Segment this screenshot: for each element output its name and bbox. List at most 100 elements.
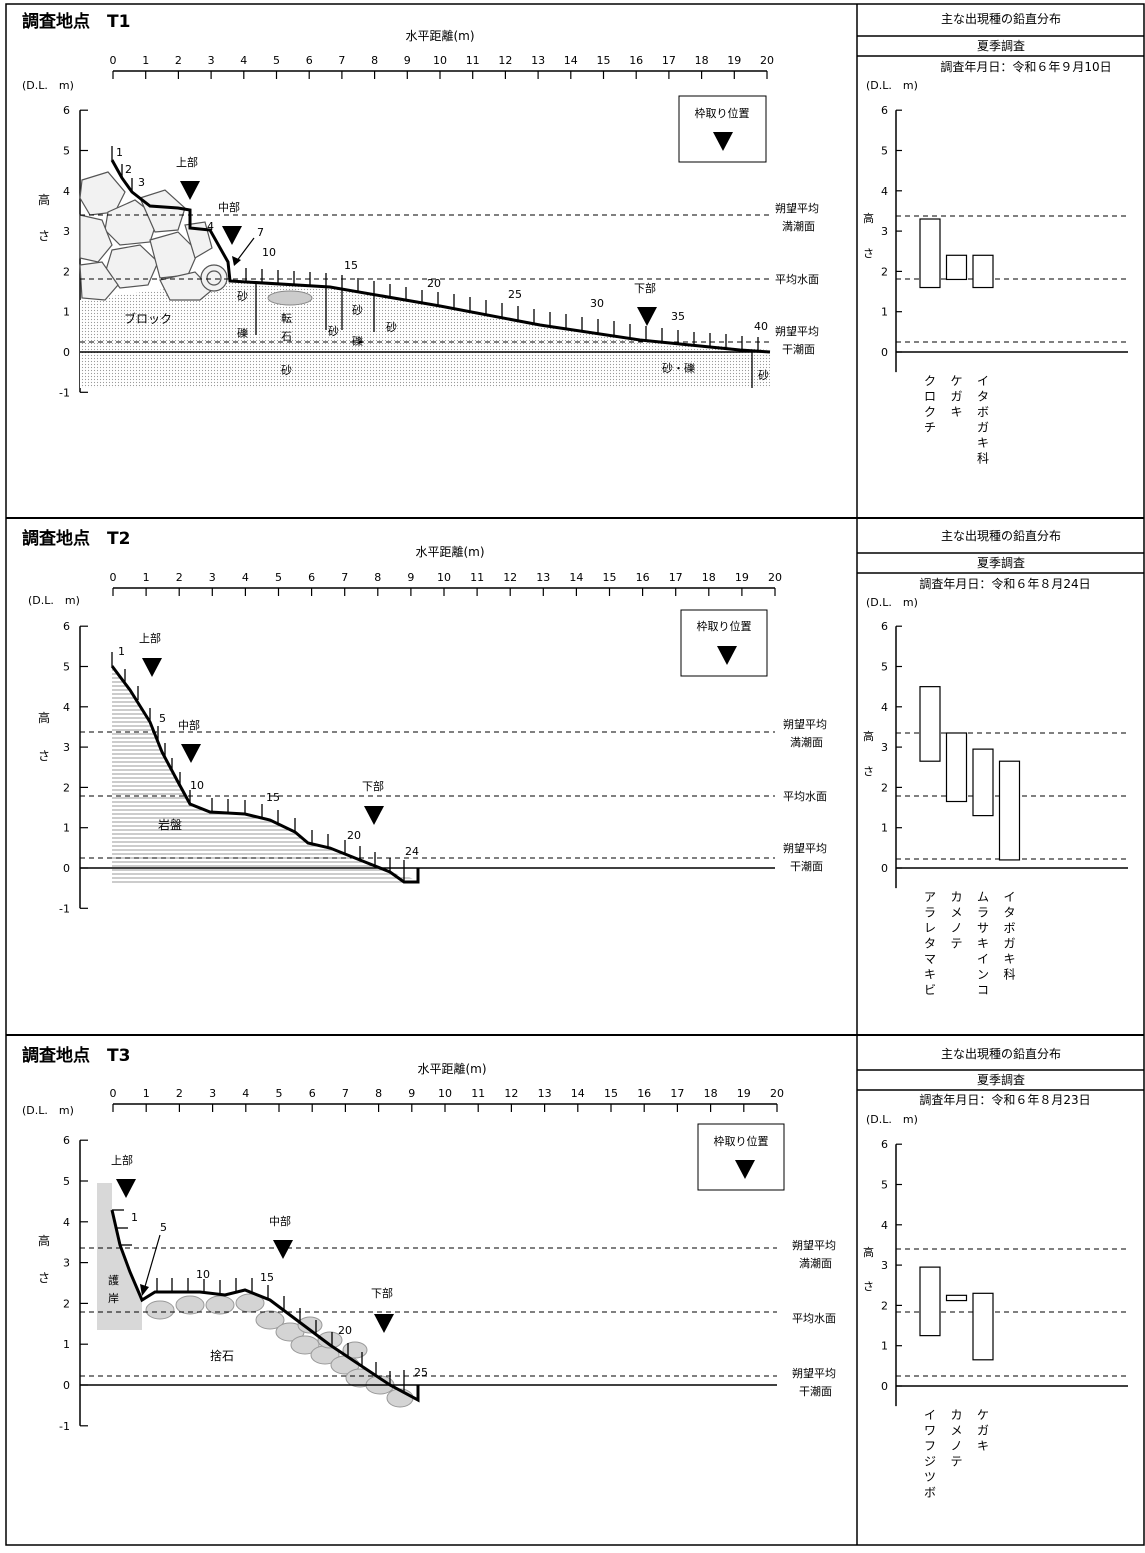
profile-number: 10 xyxy=(196,1268,210,1281)
y-label-1: 高 xyxy=(38,1233,50,1248)
species-name-char: チ xyxy=(924,421,936,435)
y-tick-label: 1 xyxy=(63,1338,70,1351)
profile-ticks xyxy=(112,1209,405,1392)
side-y-tick-label: 3 xyxy=(881,741,888,754)
x-tick-label: 4 xyxy=(242,1087,249,1100)
side-y-axis: 6 5 4 3 2 1 0 xyxy=(881,1138,902,1407)
side-y-axis: 6 5 4 3 2 1 0 xyxy=(881,104,902,373)
y-tick-label: -1 xyxy=(59,902,70,915)
frame-legend-label: 枠取り位置 xyxy=(714,1134,769,1148)
species-range-bar xyxy=(919,1266,941,1337)
side-y-unit: (D.L. m) xyxy=(866,79,918,92)
x-tick-label: 8 xyxy=(375,1087,382,1100)
x-tick-label: 1 xyxy=(143,571,150,584)
x-tick-label: 4 xyxy=(240,54,247,67)
species-name-char: ク xyxy=(924,405,936,419)
side-season: 夏季調査 xyxy=(977,39,1025,53)
seawall xyxy=(97,1183,142,1330)
x-axis-label: 水平距離(m) xyxy=(417,1062,486,1076)
y-label-2: さ xyxy=(38,749,50,763)
side-title: 主な出現種の鉛直分布 xyxy=(941,529,1061,543)
profile-number: 24 xyxy=(405,845,419,858)
species-name-char: ボ xyxy=(1003,921,1015,935)
species-name-char: ツ xyxy=(924,1470,936,1484)
species-range-bar xyxy=(972,254,994,289)
marker-lower xyxy=(364,806,384,825)
side-y-tick-label: 1 xyxy=(881,1340,888,1353)
profile-number: 25 xyxy=(508,288,522,301)
substrate-label: 護 xyxy=(108,1273,119,1287)
label-middle: 中部 xyxy=(269,1214,291,1228)
y-unit: (D.L. m) xyxy=(22,79,74,92)
x-tick-label: 10 xyxy=(437,571,451,584)
side-title: 主な出現種の鉛直分布 xyxy=(941,1047,1061,1061)
profile-number: 40 xyxy=(754,320,768,333)
x-tick-label: 9 xyxy=(407,571,414,584)
substrate-label: 岩盤 xyxy=(158,817,182,832)
marker-middle xyxy=(181,744,201,763)
species-name-char: キ xyxy=(950,405,962,419)
label-hwl-1: 朔望平均 xyxy=(792,1239,836,1252)
profile-number: 20 xyxy=(347,829,361,842)
survey-date: 調査年月日：令和６年９月10日 xyxy=(940,59,1111,74)
x-tick-label: 0 xyxy=(110,571,117,584)
x-tick-label: 10 xyxy=(433,54,447,67)
side-y-tick-label: 5 xyxy=(881,661,888,674)
substrate-label: 礫 xyxy=(352,334,363,348)
x-tick-label: 1 xyxy=(142,54,149,67)
y-tick-label: 6 xyxy=(63,104,70,117)
profile-ticks xyxy=(111,652,405,882)
x-axis: 0 1 2 3 4 5 6 7 8 9 10 11 12 13 14 15 16 17 18 19 20 xyxy=(110,1087,784,1112)
boulder xyxy=(267,290,313,306)
label-hwl-1: 朔望平均 xyxy=(775,202,819,215)
species-name-char: キ xyxy=(924,968,936,982)
species-name-char: マ xyxy=(924,952,936,966)
species-name-char: フ xyxy=(924,1439,936,1453)
profile-number: 5 xyxy=(159,712,166,725)
species-name-char: ク xyxy=(924,374,936,388)
substrate-label: 砂 xyxy=(386,321,397,334)
profile-number: 1 xyxy=(116,146,123,159)
species-name-char: ケ xyxy=(950,374,962,388)
frame-legend-box xyxy=(680,609,768,677)
species-name-char: 科 xyxy=(1003,968,1015,982)
species-name-char: カ xyxy=(950,890,962,904)
substrate-label: 捨石 xyxy=(210,1348,234,1363)
profile-line xyxy=(110,1209,420,1403)
y-axis: 6 5 4 3 2 1 0 -1 xyxy=(59,1134,88,1433)
profile-line xyxy=(110,159,771,354)
x-tick-label: 2 xyxy=(175,54,182,67)
species-name-char: ケ xyxy=(977,1408,989,1422)
side-y-label-1: 高 xyxy=(863,211,874,225)
label-upper: 上部 xyxy=(111,1153,133,1167)
y-label-2: さ xyxy=(38,1271,50,1285)
substrate-label: 石 xyxy=(281,330,292,343)
y-tick-label: 5 xyxy=(63,1175,70,1188)
y-tick-label: 4 xyxy=(63,1216,70,1229)
side-y-tick-label: 4 xyxy=(881,1219,888,1232)
species-name-char: カ xyxy=(950,1408,962,1422)
species-name-char: ノ xyxy=(950,921,962,935)
y-label-1: 高 xyxy=(38,192,50,207)
substrate-label: 砂 xyxy=(758,369,769,382)
side-y-tick-label: 6 xyxy=(881,620,888,633)
y-tick-label: 3 xyxy=(63,741,70,754)
species-name-char: キ xyxy=(1003,952,1015,966)
label-lwl-1: 朔望平均 xyxy=(792,1367,836,1380)
y-tick-label: 3 xyxy=(63,1257,70,1270)
substrate-label: 転 xyxy=(281,312,292,325)
x-tick-label: 7 xyxy=(341,571,348,584)
label-msl: 平均水面 xyxy=(783,790,827,803)
x-tick-label: 1 xyxy=(143,1087,150,1100)
species-name-char: ン xyxy=(977,968,989,982)
arrow-head xyxy=(140,1284,149,1296)
x-tick-label: 11 xyxy=(466,54,480,67)
side-y-tick-label: 1 xyxy=(881,822,888,835)
x-tick-label: 3 xyxy=(209,571,216,584)
y-tick-label: -1 xyxy=(59,1420,70,1433)
y-tick-label: 5 xyxy=(63,145,70,158)
x-tick-label: 3 xyxy=(208,54,215,67)
x-tick-label: 5 xyxy=(275,571,282,584)
